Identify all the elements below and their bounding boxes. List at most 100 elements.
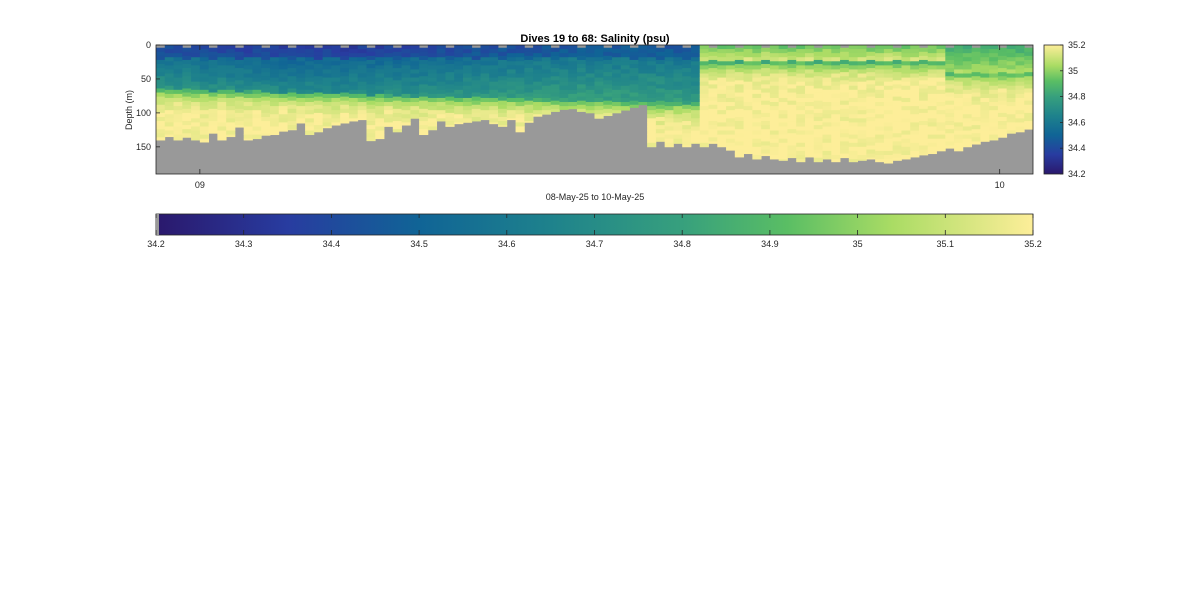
salinity-cell — [910, 110, 920, 115]
salinity-cell — [576, 100, 587, 106]
salinity-cell — [436, 49, 446, 54]
h-colorbar-tick-label: 35 — [853, 239, 863, 249]
salinity-cell — [734, 129, 744, 134]
salinity-cell — [322, 69, 332, 74]
salinity-cell — [427, 85, 438, 91]
salinity-cell — [787, 137, 797, 142]
salinity-cell — [1024, 68, 1034, 73]
salinity-cell — [927, 77, 937, 83]
salinity-cell — [883, 138, 894, 144]
salinity-cell — [813, 64, 823, 69]
salinity-cell — [261, 84, 271, 89]
salinity-cell — [927, 69, 937, 74]
salinity-cell — [568, 77, 578, 83]
salinity-cell — [910, 73, 920, 78]
salinity-cell — [980, 89, 990, 95]
salinity-cell — [927, 150, 937, 155]
salinity-cell — [226, 69, 236, 74]
salinity-cell — [603, 92, 613, 97]
salinity-cell — [927, 61, 937, 66]
salinity-cell — [454, 114, 464, 119]
salinity-cell — [726, 89, 736, 95]
salinity-cell — [804, 154, 815, 158]
salinity-cell — [506, 81, 516, 87]
salinity-cell — [1024, 55, 1034, 61]
salinity-cell — [883, 118, 894, 123]
salinity-cell — [576, 51, 587, 57]
salinity-cell — [313, 108, 324, 114]
salinity-cell — [585, 81, 595, 87]
salinity-cell — [831, 77, 841, 83]
salinity-cell — [655, 68, 666, 73]
salinity-cell — [384, 122, 394, 127]
salinity-cell — [471, 108, 481, 114]
salinity-cell — [997, 88, 1008, 93]
salinity-cell — [673, 106, 683, 111]
salinity-cell — [489, 85, 499, 91]
salinity-cell — [208, 129, 218, 134]
salinity-cell — [375, 65, 385, 70]
salinity-cell — [866, 80, 876, 85]
salinity-cell — [1006, 110, 1016, 115]
salinity-cell — [717, 114, 727, 119]
salinity-cell — [568, 57, 578, 62]
salinity-cell — [568, 69, 578, 74]
salinity-cell — [313, 125, 324, 130]
salinity-cell — [454, 81, 464, 87]
salinity-cell — [515, 102, 525, 107]
salinity-cell — [384, 57, 394, 62]
salinity-cell — [971, 68, 981, 73]
salinity-cell — [1006, 73, 1016, 78]
salinity-cell — [769, 57, 780, 62]
salinity-cell — [419, 125, 429, 130]
salinity-cell — [629, 80, 639, 85]
salinity-cell — [804, 97, 815, 103]
salinity-cell — [462, 69, 473, 74]
salinity-cell — [612, 53, 622, 58]
salinity-cell — [787, 121, 797, 126]
salinity-cell — [734, 116, 744, 122]
salinity-cell — [717, 73, 727, 78]
salinity-cell — [682, 47, 692, 53]
salinity-cell — [804, 102, 815, 107]
salinity-cell — [954, 114, 964, 119]
salinity-cell — [647, 130, 657, 136]
salinity-cell — [278, 114, 288, 119]
salinity-cell — [445, 68, 455, 73]
salinity-cell — [726, 142, 736, 148]
salinity-cell — [875, 57, 885, 62]
salinity-cell — [515, 93, 525, 99]
salinity-cell — [270, 85, 280, 91]
salinity-cell — [655, 96, 666, 102]
salinity-cell — [1006, 69, 1016, 74]
salinity-cell — [340, 100, 350, 106]
salinity-cell — [962, 65, 973, 70]
salinity-cell — [410, 77, 420, 83]
salinity-cell — [261, 88, 271, 93]
salinity-cell — [550, 47, 560, 53]
salinity-cell — [620, 102, 630, 107]
salinity-cell — [173, 73, 183, 78]
salinity-cell — [980, 118, 990, 123]
salinity-cell — [164, 106, 174, 111]
salinity-cell — [980, 122, 990, 127]
salinity-cell — [278, 45, 288, 50]
salinity-cell — [796, 126, 806, 131]
salinity-cell — [787, 141, 797, 146]
salinity-cell — [822, 85, 832, 91]
salinity-cell — [945, 100, 955, 106]
salinity-cell — [778, 57, 788, 62]
salinity-cell — [761, 84, 771, 89]
salinity-cell — [647, 53, 657, 58]
salinity-cell — [243, 130, 253, 136]
salinity-cell — [910, 102, 920, 107]
salinity-cell — [918, 153, 929, 156]
salinity-cell — [498, 76, 508, 81]
salinity-cell — [726, 69, 736, 74]
salinity-cell — [603, 72, 613, 77]
salinity-cell — [366, 51, 376, 57]
salinity-cell — [243, 45, 253, 50]
salinity-cell — [1024, 76, 1034, 81]
salinity-cell — [717, 77, 727, 83]
salinity-cell — [664, 106, 674, 111]
